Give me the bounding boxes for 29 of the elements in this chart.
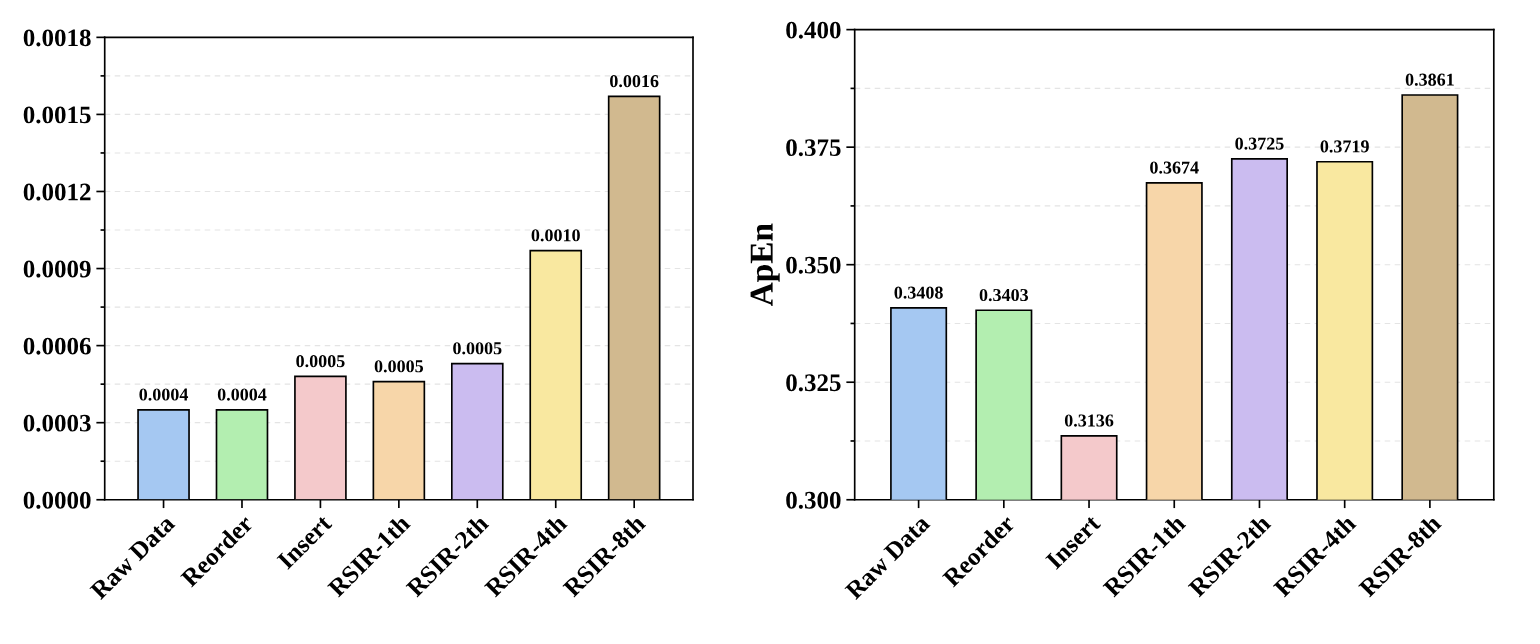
x-tick-label: Raw Data [844, 513, 931, 601]
y-tick-label: 0.375 [786, 139, 841, 157]
y-tick-label: 0.0000 [23, 491, 91, 509]
x-tick-label: Raw Data [89, 513, 176, 601]
y-tick-label: 0.350 [786, 256, 841, 274]
y-tick-label: 0.0006 [23, 337, 91, 355]
data-label: 0.3861 [1405, 73, 1454, 86]
y-tick-label: 0.0009 [23, 260, 91, 278]
y-axis-title: ApEn [750, 223, 780, 307]
y-tick-label: 0.0003 [23, 414, 91, 432]
data-label: 0.3408 [894, 286, 943, 299]
y-tick-label: 0.300 [786, 491, 841, 509]
data-label: 0.0016 [610, 75, 659, 88]
y-tick-label: 0.400 [786, 21, 841, 39]
y-tick-label: 0.0015 [23, 106, 91, 124]
y-tick-label: 0.0018 [23, 29, 91, 47]
y-tick-label: 0.0012 [23, 183, 91, 201]
data-label: 0.0005 [374, 360, 424, 373]
data-label: 0.0005 [453, 342, 502, 355]
data-label: 0.0004 [139, 388, 189, 401]
y-tick-label: 0.325 [786, 374, 841, 392]
data-label: 0.3136 [1064, 414, 1114, 427]
data-label: 0.0010 [531, 229, 580, 242]
data-label: 0.3719 [1320, 140, 1369, 153]
data-label: 0.3725 [1235, 137, 1284, 150]
data-label: 0.0004 [217, 388, 267, 401]
data-label: 0.3403 [979, 288, 1029, 302]
data-label: 0.3674 [1150, 161, 1199, 174]
data-label: 0.0005 [296, 355, 345, 368]
